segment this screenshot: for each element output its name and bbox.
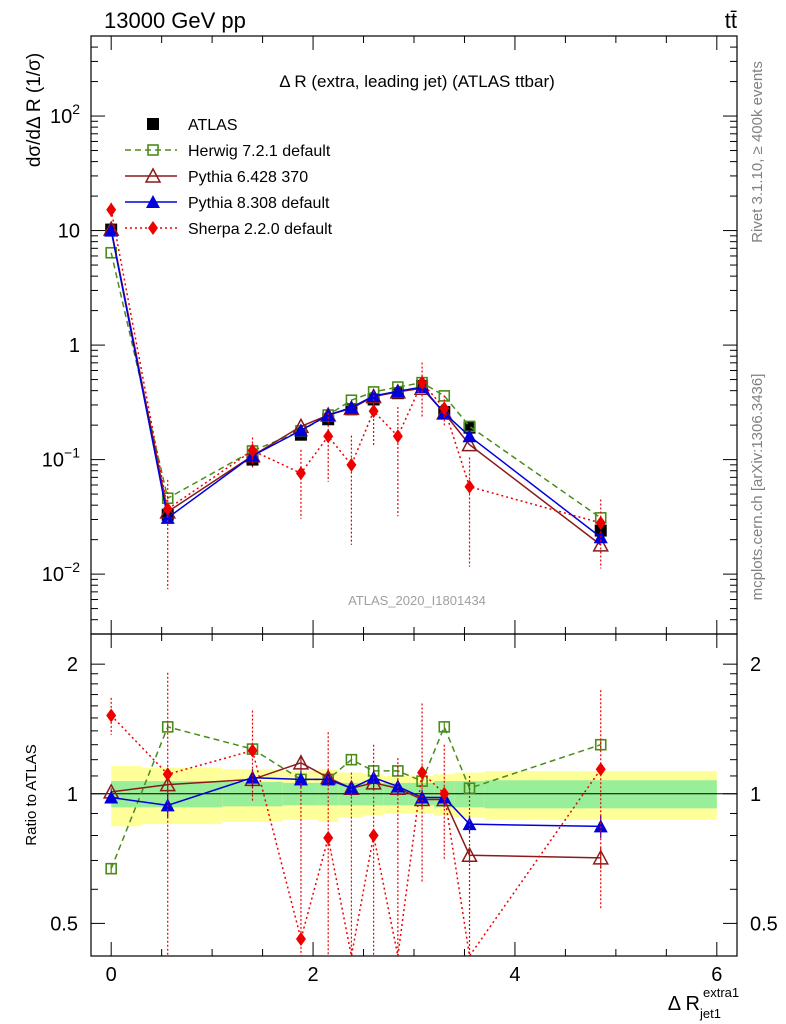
data-point <box>293 423 308 437</box>
legend-label: Herwig 7.2.1 default <box>188 143 331 160</box>
ratio-point <box>462 817 477 831</box>
data-point <box>106 202 117 217</box>
data-point <box>461 436 478 452</box>
legend-swatch-marker <box>144 167 162 183</box>
data-point <box>464 479 475 494</box>
x-tick-label: 6 <box>711 964 722 986</box>
x-axis-label-main: Δ R <box>668 993 700 1015</box>
plot-title: Δ R (extra, leading jet) (ATLAS ttbar) <box>279 72 555 91</box>
y-tick-label: 1 <box>69 335 80 357</box>
data-point <box>417 375 428 390</box>
data-point <box>390 384 405 398</box>
ratio-point <box>293 772 308 786</box>
data-point <box>368 404 379 419</box>
data-point <box>439 401 450 416</box>
ratio-point <box>344 781 359 795</box>
legend-entry: Sherpa 2.2.0 default <box>125 221 333 238</box>
process-label: tt̄ <box>725 8 737 33</box>
ratio-point <box>321 772 336 786</box>
x-tick-label: 2 <box>308 964 319 986</box>
data-point <box>595 515 606 530</box>
legend-label: ATLAS <box>188 117 238 134</box>
data-point <box>247 443 258 458</box>
y-tick-label: 10−1 <box>42 445 80 472</box>
legend-label: Pythia 6.428 370 <box>188 169 308 186</box>
series-line <box>110 230 602 538</box>
series-line <box>110 209 601 524</box>
y-tick-label: 102 <box>50 101 80 128</box>
legend-entry: Pythia 8.308 default <box>125 195 330 212</box>
ratio-point <box>162 767 173 782</box>
x-axis-label-sup: extra1 <box>703 985 739 1000</box>
legend-entry: ATLAS <box>147 117 238 134</box>
ratio-point <box>417 765 428 780</box>
series-line <box>110 252 602 519</box>
ratio-axis-label: Ratio to ATLAS <box>23 744 40 845</box>
ratio-point <box>292 754 310 770</box>
x-axis-label: Δ R extra1 jet1 <box>668 985 739 1021</box>
rivet-label: Rivet 3.1.10, ≥ 400k events <box>749 61 766 243</box>
data-point <box>346 457 357 472</box>
data-point <box>104 223 119 237</box>
ratio-line <box>110 724 601 869</box>
ratio-line <box>111 762 601 859</box>
ratio-point <box>593 819 608 833</box>
source-label: mcplots.cern.ch [arXiv:1306.3436] <box>749 374 766 601</box>
legend-swatch-marker <box>148 221 158 235</box>
ratio-point <box>368 828 379 843</box>
legend-label: Pythia 8.308 default <box>188 195 330 212</box>
series-sherpa-2-2-0-default <box>106 202 606 590</box>
ratio-tick-label-right: 1 <box>750 784 761 806</box>
ratio-point <box>595 762 606 777</box>
y-axis-label: dσ/dΔ R (1/σ) <box>24 53 45 167</box>
x-tick-label: 0 <box>106 964 117 986</box>
ratio-point <box>247 743 258 758</box>
y-axis-label-text: dσ/dΔ R (1/σ) <box>24 53 45 167</box>
ratio-series-sherpa-2-2-0-default <box>106 672 606 958</box>
ratio-tick-label-right: 0.5 <box>750 913 778 935</box>
series-atlas <box>105 223 607 537</box>
y-tick-label: 10 <box>58 221 80 243</box>
ratio-point <box>295 931 306 946</box>
ratio-line <box>110 714 602 958</box>
legend-label: Sherpa 2.2.0 default <box>188 221 333 238</box>
ratio-point <box>105 862 117 875</box>
data-point <box>295 466 306 481</box>
ratio-panel: 0.5 0.5 1 1 2 2 <box>50 633 778 958</box>
x-tick-label: 4 <box>509 964 520 986</box>
legend-swatch-marker <box>147 144 159 156</box>
ratio-point <box>345 753 358 766</box>
series-pythia-8-308-default <box>104 223 608 544</box>
energy-label: 13000 GeV pp <box>104 8 246 33</box>
ratio-point <box>390 779 405 793</box>
legend: ATLAS Herwig 7.2.1 default Pythia 6.428 37… <box>125 117 333 238</box>
series-herwig-7-2-1-default <box>105 246 607 524</box>
legend-entry: Herwig 7.2.1 default <box>125 143 331 160</box>
ratio-point <box>439 786 450 801</box>
ratio-tick-label: 1 <box>67 784 78 806</box>
ratio-point <box>438 721 451 733</box>
analysis-id: ATLAS_2020_I1801434 <box>348 593 486 608</box>
ratio-tick-label: 2 <box>67 654 78 676</box>
data-point <box>162 502 173 517</box>
ratio-point <box>323 830 334 845</box>
data-point <box>392 429 403 444</box>
x-axis-label-sub: jet1 <box>699 1006 721 1021</box>
ratio-point <box>245 770 260 784</box>
y-tick-label: 10−2 <box>42 559 80 586</box>
ratio-point <box>106 708 117 723</box>
ratio-point <box>104 790 119 804</box>
legend-entry: Pythia 6.428 370 <box>125 167 308 186</box>
series-pythia-6-428-370 <box>102 220 609 552</box>
data-point <box>344 400 359 414</box>
ratio-tick-label-right: 2 <box>750 654 761 676</box>
legend-swatch-marker <box>147 118 159 130</box>
data-point <box>592 536 609 552</box>
upper-panel: 10−2 10−1 1 10 102 <box>42 35 738 635</box>
ratio-tick-label: 0.5 <box>50 913 78 935</box>
data-point <box>462 429 477 443</box>
legend-swatch-marker <box>146 195 160 208</box>
data-point <box>323 429 334 444</box>
